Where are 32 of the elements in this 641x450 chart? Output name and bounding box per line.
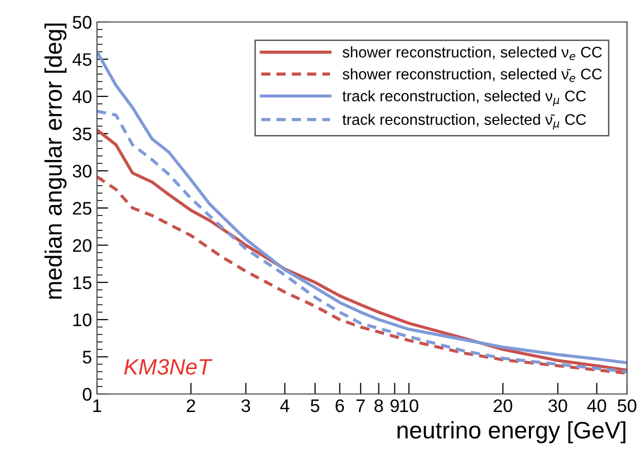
x-tick-label: 20 <box>494 399 512 412</box>
y-tick-label: 5 <box>82 350 92 364</box>
y-tick-label: 45 <box>72 53 92 66</box>
x-tick-label: 7 <box>356 400 365 412</box>
x-tick-label: 8 <box>374 399 383 412</box>
annotation: KM3NeT <box>124 358 212 375</box>
x-tick-label: 4 <box>280 400 290 412</box>
y-tick-label: 0 <box>82 388 92 401</box>
x-tick-label: 10 <box>400 399 418 412</box>
legend-label: track reconstruction, selected ν$_{μ}$ CC <box>342 90 586 106</box>
y-tick-label: 10 <box>73 314 92 326</box>
legend-label: track reconstruction, selected ν̄$_{μ}$ CC <box>342 114 586 130</box>
y-tick-label: 25 <box>72 202 92 215</box>
y-tick-label: 15 <box>73 276 92 290</box>
x-tick-label: 6 <box>336 399 344 412</box>
x-axis-title: neutrino energy [GeV] <box>398 421 626 444</box>
legend-label: shower reconstruction, selected ν̄$_{e}$ CC <box>342 68 602 82</box>
legend-label: shower reconstruction, selected ν$_{e}$ CC <box>342 46 602 60</box>
x-tick-label: 50 <box>618 399 636 412</box>
y-tick-label: 40 <box>72 90 92 104</box>
x-tick-label: 9 <box>390 399 399 412</box>
y-tick-label: 35 <box>72 128 92 140</box>
x-tick-label: 30 <box>548 399 568 412</box>
y-tick-label: 20 <box>72 239 92 252</box>
x-tick-label: 5 <box>310 400 320 412</box>
x-tick-label: 40 <box>587 399 606 412</box>
y-tick-label: 50 <box>72 16 92 29</box>
x-tick-label: 3 <box>242 399 250 412</box>
y-tick-label: 30 <box>72 164 92 178</box>
y-axis-title: median angular error [deg] <box>44 24 66 299</box>
x-tick-label: 2 <box>186 399 196 412</box>
x-tick-label: 1 <box>93 400 102 412</box>
